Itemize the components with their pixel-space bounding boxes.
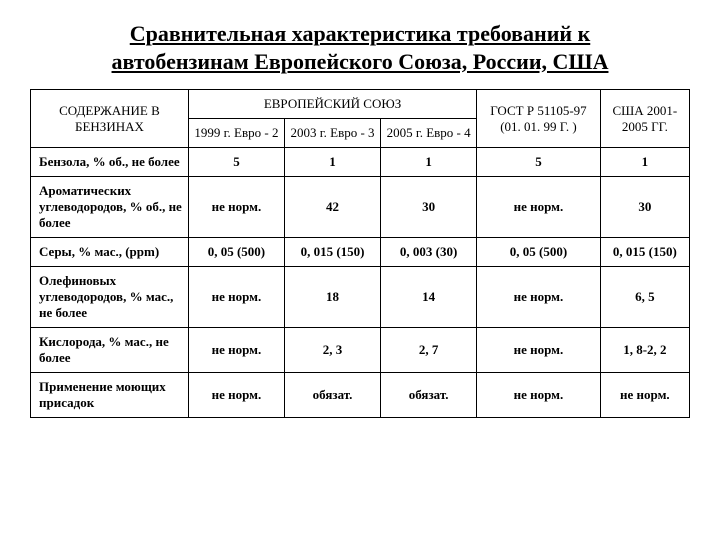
- table-cell: 2, 3: [284, 328, 380, 373]
- table-cell: 18: [284, 267, 380, 328]
- header-usa: США 2001-2005 ГГ.: [600, 90, 689, 148]
- table-cell: 5: [477, 148, 601, 177]
- table-body: Бензола, % об., не более51151Ароматическ…: [31, 148, 690, 418]
- header-param: СОДЕРЖАНИЕ В БЕНЗИНАХ: [31, 90, 189, 148]
- table-cell: 0, 003 (30): [381, 238, 477, 267]
- row-label: Олефиновых углеводородов, % мас., не бол…: [31, 267, 189, 328]
- table-cell: 1, 8-2, 2: [600, 328, 689, 373]
- table-cell: не норм.: [188, 373, 284, 418]
- table-cell: 0, 015 (150): [600, 238, 689, 267]
- table-cell: 30: [600, 177, 689, 238]
- page-title: Сравнительная характеристика требований …: [60, 20, 660, 75]
- table-cell: 1: [600, 148, 689, 177]
- header-eu-sub: 2003 г. Евро - 3: [284, 119, 380, 148]
- table-row: Олефиновых углеводородов, % мас., не бол…: [31, 267, 690, 328]
- comparison-table: СОДЕРЖАНИЕ В БЕНЗИНАХ ЕВРОПЕЙСКИЙ СОЮЗ Г…: [30, 89, 690, 418]
- table-cell: 0, 05 (500): [188, 238, 284, 267]
- table-row: Применение моющих присадокне норм.обязат…: [31, 373, 690, 418]
- table-cell: 0, 015 (150): [284, 238, 380, 267]
- table-row: Кислорода, % мас., не болеене норм.2, 32…: [31, 328, 690, 373]
- row-label: Серы, % мас., (ppm): [31, 238, 189, 267]
- table-cell: 1: [284, 148, 380, 177]
- table-cell: не норм.: [477, 328, 601, 373]
- header-eu: ЕВРОПЕЙСКИЙ СОЮЗ: [188, 90, 476, 119]
- table-cell: 30: [381, 177, 477, 238]
- table-row: Ароматических углеводородов, % об., не б…: [31, 177, 690, 238]
- table-cell: не норм.: [188, 177, 284, 238]
- table-cell: не норм.: [188, 267, 284, 328]
- header-eu-sub: 2005 г. Евро - 4: [381, 119, 477, 148]
- row-label: Применение моющих присадок: [31, 373, 189, 418]
- table-cell: 0, 05 (500): [477, 238, 601, 267]
- table-header: СОДЕРЖАНИЕ В БЕНЗИНАХ ЕВРОПЕЙСКИЙ СОЮЗ Г…: [31, 90, 690, 148]
- table-row: Бензола, % об., не более51151: [31, 148, 690, 177]
- table-cell: не норм.: [188, 328, 284, 373]
- header-gost: ГОСТ Р 51105-97 (01. 01. 99 Г. ): [477, 90, 601, 148]
- table-cell: 42: [284, 177, 380, 238]
- table-cell: обязат.: [284, 373, 380, 418]
- table-row: Серы, % мас., (ppm)0, 05 (500)0, 015 (15…: [31, 238, 690, 267]
- table-cell: 1: [381, 148, 477, 177]
- table-cell: не норм.: [600, 373, 689, 418]
- table-cell: обязат.: [381, 373, 477, 418]
- table-cell: не норм.: [477, 267, 601, 328]
- header-eu-sub: 1999 г. Евро - 2: [188, 119, 284, 148]
- row-label: Кислорода, % мас., не более: [31, 328, 189, 373]
- table-cell: 6, 5: [600, 267, 689, 328]
- table-cell: 14: [381, 267, 477, 328]
- row-label: Бензола, % об., не более: [31, 148, 189, 177]
- table-cell: не норм.: [477, 177, 601, 238]
- row-label: Ароматических углеводородов, % об., не б…: [31, 177, 189, 238]
- table-cell: не норм.: [477, 373, 601, 418]
- table-cell: 2, 7: [381, 328, 477, 373]
- table-cell: 5: [188, 148, 284, 177]
